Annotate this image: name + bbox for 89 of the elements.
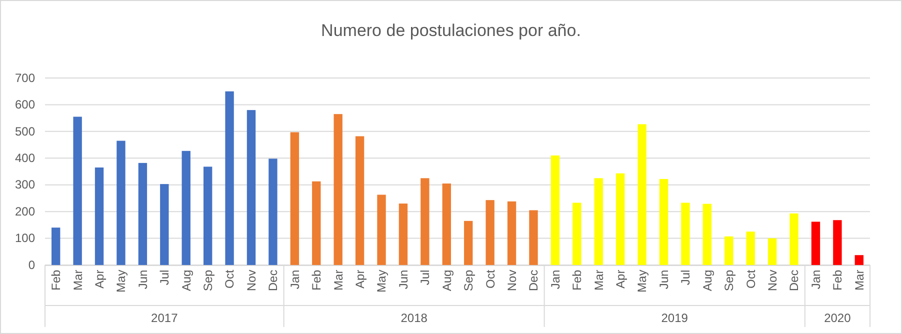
bar <box>811 222 820 265</box>
x-tick-label: Nov <box>504 270 519 292</box>
bar <box>334 114 342 265</box>
x-tick-label: Feb <box>570 269 584 290</box>
bar <box>681 202 690 265</box>
x-tick-label: Jul <box>158 270 172 286</box>
x-tick-label: Nov <box>244 270 258 292</box>
bar <box>203 166 212 265</box>
bar <box>268 158 278 265</box>
x-tick-label: Apr <box>614 270 628 288</box>
x-tick-label: Mar <box>852 270 866 290</box>
bar <box>116 140 126 265</box>
bar <box>572 202 582 265</box>
x-tick-label: Dec <box>526 270 541 292</box>
x-tick-label: Dec <box>266 270 280 292</box>
bar <box>420 178 430 265</box>
x-tick-label: Jun <box>656 270 671 290</box>
bar <box>160 184 169 265</box>
bar <box>486 200 494 265</box>
x-tick-label: Aug <box>700 270 714 292</box>
bar <box>790 213 798 265</box>
bar <box>746 232 755 265</box>
bar <box>550 155 560 265</box>
x-tick-label: Apr <box>353 270 368 288</box>
x-tick-label: Jun <box>136 270 150 290</box>
bar <box>290 132 300 265</box>
x-tick-label: Jan <box>548 270 562 290</box>
bar <box>442 184 451 265</box>
bar <box>246 110 256 265</box>
x-tick-label: Mar <box>70 270 85 290</box>
x-tick-label: Sep <box>201 269 216 292</box>
bar <box>529 210 538 265</box>
bar <box>616 173 625 265</box>
y-tick-label: 300 <box>14 178 36 192</box>
bar <box>52 228 60 265</box>
y-tick-label: 0 <box>28 258 36 272</box>
x-tick-label: Nov <box>766 270 780 292</box>
bar <box>312 181 321 265</box>
x-tick-label: Aug <box>179 270 194 292</box>
x-tick-label: Oct <box>222 269 237 288</box>
x-tick-label: Jan <box>808 270 823 290</box>
bar <box>225 91 234 265</box>
x-tick-label: May <box>374 270 389 292</box>
x-tick-label: Mar <box>331 270 346 290</box>
bar <box>138 162 148 265</box>
x-tick-label: Oct <box>744 269 758 288</box>
y-tick-label: 100 <box>14 231 36 246</box>
bar <box>659 178 668 265</box>
y-tick-label: 700 <box>14 70 36 85</box>
x-tick-label: Mar <box>592 270 606 290</box>
x-tick-label: Jun <box>396 270 410 290</box>
x-tick-label: Dec <box>787 270 802 292</box>
x-tick-label: Sep <box>462 269 476 292</box>
bar <box>638 124 646 265</box>
bar <box>594 178 603 265</box>
bar <box>724 236 734 265</box>
x-tick-label: Aug <box>440 270 454 292</box>
bar <box>464 220 473 265</box>
x-tick-label: Feb <box>310 269 324 290</box>
x-tick-label: Jan <box>288 270 302 290</box>
text: 2019 <box>661 311 688 325</box>
x-tick-label: Sep <box>722 269 736 292</box>
text: 2020 <box>824 311 852 325</box>
y-tick-label: 400 <box>14 150 36 165</box>
text: 2018 <box>400 311 428 325</box>
bar <box>182 150 190 265</box>
x-tick-label: Jul <box>678 270 693 286</box>
text: 2017 <box>151 311 178 325</box>
bar <box>398 204 408 265</box>
x-tick-label: Oct <box>483 269 498 288</box>
bar <box>507 201 516 265</box>
y-tick-label: 500 <box>14 124 36 138</box>
bar <box>355 136 364 265</box>
y-tick-label: 200 <box>14 204 36 218</box>
bar <box>702 204 712 265</box>
x-tick-label: Feb <box>830 269 845 290</box>
x-tick-label: May <box>114 270 128 292</box>
x-tick-label: Feb <box>49 269 64 290</box>
bar <box>94 167 104 265</box>
bar <box>377 194 386 265</box>
bar <box>73 116 82 265</box>
bar <box>833 220 842 265</box>
x-tick-label: Apr <box>92 270 106 288</box>
x-tick-label: May <box>635 270 650 292</box>
bar <box>854 255 864 265</box>
x-tick-label: Jul <box>418 270 432 286</box>
bar <box>768 238 777 265</box>
y-tick-label: 600 <box>14 98 36 112</box>
chart-title: Numero de postulaciones por año. <box>321 21 581 40</box>
